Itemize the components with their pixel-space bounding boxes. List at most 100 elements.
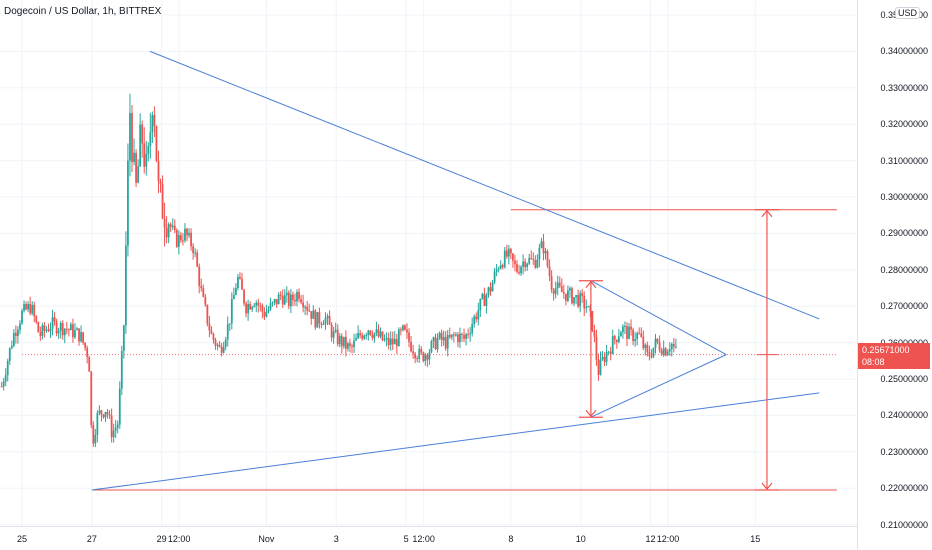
candle-body	[615, 339, 618, 343]
time-tick-label: 12	[645, 534, 656, 544]
candle-body	[106, 411, 109, 415]
candle-body	[245, 303, 247, 314]
candle-body	[76, 328, 78, 331]
candle-body	[57, 330, 60, 334]
price-chart[interactable]	[0, 0, 857, 526]
candle-body	[102, 414, 105, 418]
time-axis-border	[0, 526, 857, 527]
candle-body	[179, 234, 182, 241]
triangle-upper[interactable]	[590, 280, 727, 356]
candle-body	[306, 306, 309, 311]
currency-label[interactable]: USD	[894, 7, 920, 19]
candle-body	[369, 330, 372, 335]
candle-body	[129, 112, 131, 161]
candle-body	[153, 115, 156, 126]
projection-arrow[interactable]	[754, 209, 779, 491]
candle-body	[619, 332, 622, 337]
candle-body	[418, 348, 421, 359]
candle-body	[654, 338, 657, 348]
candle-body	[347, 343, 349, 349]
candle-body	[587, 306, 590, 308]
candle-body	[591, 311, 594, 331]
price-tick-label: 0.29000000	[880, 228, 928, 239]
candle-body	[622, 326, 624, 333]
candle-body	[381, 331, 384, 341]
candle-body	[226, 324, 229, 340]
candle-body	[269, 303, 272, 310]
candle-body	[320, 323, 323, 325]
candle-body	[149, 132, 152, 147]
candle-body	[473, 316, 476, 325]
candle-body	[271, 302, 274, 304]
triangle-lower[interactable]	[590, 354, 727, 418]
candle-body	[581, 293, 584, 297]
candle-body	[184, 228, 186, 241]
candle-body	[428, 352, 431, 360]
candle-body	[583, 296, 586, 309]
candle-body	[595, 336, 598, 360]
candle-body	[406, 329, 408, 333]
triangle-height-arrow[interactable]	[578, 280, 603, 418]
candle-body	[239, 276, 241, 279]
candle-body	[438, 332, 441, 339]
candle-body	[507, 248, 510, 257]
time-tick-label: 12:00	[656, 534, 680, 544]
candle-body	[90, 371, 93, 426]
candle-body	[609, 351, 612, 354]
candle-body	[499, 265, 502, 269]
candle-body	[377, 329, 380, 337]
candle-body	[25, 304, 27, 310]
candle-body	[216, 344, 219, 346]
candle-body	[334, 329, 337, 332]
candle-body	[424, 354, 427, 362]
candle-body	[4, 375, 7, 382]
candle-body	[261, 305, 264, 313]
lower-trendline[interactable]	[91, 392, 820, 491]
candle-body	[436, 338, 439, 350]
candle-body	[432, 337, 435, 342]
candle-body	[483, 293, 486, 306]
time-tick-label: 3	[333, 534, 339, 544]
candle-body	[650, 356, 653, 358]
upper-trendline[interactable]	[149, 50, 820, 320]
candle-body	[139, 124, 142, 167]
candle-body	[249, 303, 252, 310]
candle-body	[220, 346, 223, 353]
candle-body	[338, 335, 341, 345]
candle-body	[204, 296, 207, 305]
candle-body	[243, 289, 245, 304]
candle-body	[137, 166, 140, 183]
candle-body	[324, 317, 327, 325]
candle-body	[237, 276, 239, 289]
candle-body	[601, 356, 604, 360]
candle-body	[395, 338, 398, 347]
price-tick-label: 0.33000000	[880, 82, 928, 93]
candle-body	[560, 286, 563, 293]
candle-body	[151, 115, 154, 133]
candle-body	[463, 334, 465, 339]
candle-body	[434, 337, 437, 350]
price-axis[interactable]: 0.350000000.340000000.330000000.32000000…	[858, 0, 932, 550]
candle-body	[509, 248, 512, 254]
candle-body	[173, 225, 176, 230]
candle-body	[644, 344, 647, 349]
candle-body	[501, 265, 504, 268]
price-tick-label: 0.26000000	[880, 338, 928, 348]
candle-body	[279, 294, 282, 296]
candle-body	[479, 298, 482, 311]
candle-body	[322, 324, 325, 326]
candle-body	[182, 240, 184, 242]
candle-body	[520, 266, 522, 274]
candle-body	[512, 253, 514, 261]
candle-body	[410, 341, 412, 352]
symbol-title[interactable]: Dogecoin / US Dollar, 1h, BITTREX	[4, 6, 162, 17]
candle-body	[116, 424, 119, 428]
candle-body	[379, 331, 382, 337]
candle-body	[505, 250, 508, 257]
candle-body	[29, 304, 32, 314]
candle-body	[127, 160, 129, 246]
candle-body	[82, 332, 85, 343]
candle-body	[638, 333, 641, 335]
time-tick-label: 15	[750, 534, 761, 544]
